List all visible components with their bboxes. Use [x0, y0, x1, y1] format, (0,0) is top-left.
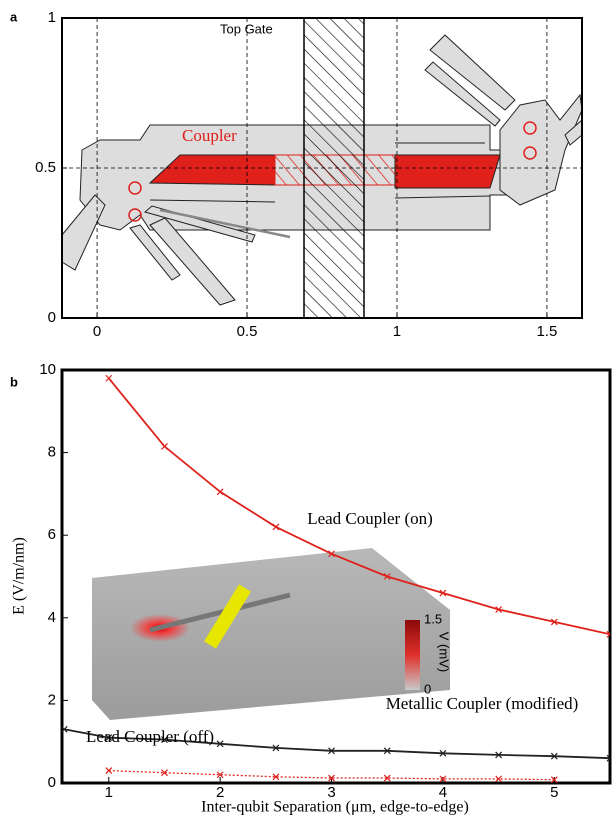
data-point — [62, 725, 68, 733]
annotation: Coupler — [182, 126, 237, 145]
right-pad — [499, 93, 583, 206]
series-line — [108, 377, 610, 636]
series-label: Lead Coupler (off) — [86, 727, 214, 746]
axes-frame — [60, 368, 612, 785]
lead — [149, 217, 236, 306]
trace — [159, 208, 291, 239]
series-label: Lead Coupler (on) — [307, 509, 433, 528]
data-point — [216, 740, 224, 748]
marker-circle — [523, 146, 537, 160]
data-point — [216, 771, 224, 779]
data-point — [439, 589, 447, 597]
y-tick-label: 2 — [48, 691, 56, 708]
data-point — [105, 767, 113, 775]
x-tick-label: 3 — [327, 784, 335, 801]
plot-area — [62, 374, 610, 783]
panel-label: a — [10, 9, 18, 24]
y-tick-label: 0.5 — [35, 159, 56, 176]
data-point — [550, 618, 558, 626]
y-tick-label: 0 — [48, 309, 56, 326]
data-point — [328, 550, 335, 558]
inset-render — [92, 548, 450, 720]
data-point — [216, 488, 224, 496]
data-point — [439, 775, 447, 783]
x-axis-label: Inter-qubit Separation (μm, edge-to-edge… — [201, 799, 469, 816]
data-point — [495, 606, 503, 613]
data-point — [383, 573, 391, 580]
lead — [129, 224, 181, 281]
colorbar-tick-label: 0 — [424, 681, 431, 696]
trace — [149, 199, 276, 203]
x-tick-label: 1 — [393, 323, 401, 340]
data-point — [606, 754, 610, 762]
data-point — [272, 744, 280, 752]
data-point — [161, 769, 168, 777]
data-point — [383, 747, 391, 755]
x-tick-label: 0.5 — [237, 323, 258, 340]
coupler-right — [394, 154, 501, 189]
marker-circle — [128, 181, 142, 195]
data-point — [606, 630, 610, 638]
top-gate-bar — [204, 584, 251, 649]
lead — [143, 205, 256, 243]
top-gate — [303, 17, 365, 319]
series-label: Metallic Coupler (modified) — [386, 694, 579, 713]
annotation: Top Gate — [220, 21, 273, 36]
data-point — [328, 747, 335, 755]
colorbar — [405, 620, 420, 690]
y-axis-label: E (V/m/nm) — [11, 537, 28, 615]
data-point — [383, 774, 391, 782]
data-point — [550, 752, 558, 760]
coupler-bar — [149, 592, 291, 633]
x-tick-label: 4 — [439, 784, 447, 801]
lead — [424, 61, 501, 127]
y-tick-label: 8 — [48, 444, 56, 461]
x-tick-label: 5 — [550, 784, 558, 801]
data-point — [161, 736, 168, 744]
lead — [429, 34, 516, 111]
device-drawing — [61, 17, 583, 319]
x-tick-label: 1 — [105, 784, 113, 801]
data-point — [550, 776, 558, 783]
colorbar-tick-label: 1.5 — [424, 611, 442, 626]
data-point — [105, 374, 113, 382]
y-tick-label: 1 — [48, 9, 56, 26]
y-tick-label: 4 — [48, 609, 56, 626]
y-tick-label: 0 — [48, 774, 56, 791]
panel-label: b — [10, 374, 18, 389]
data-point — [495, 751, 503, 759]
data-point — [272, 523, 280, 531]
lead — [61, 194, 106, 271]
data-point — [105, 734, 113, 741]
marker-circle — [523, 121, 537, 135]
data-point — [495, 775, 503, 783]
data-point — [161, 442, 168, 450]
marker-circle — [128, 208, 142, 222]
x-tick-label: 2 — [216, 784, 224, 801]
trace — [394, 195, 491, 199]
data-point — [272, 773, 280, 781]
data-point — [439, 749, 447, 757]
y-tick-label: 6 — [48, 526, 56, 543]
data-point — [328, 774, 335, 782]
x-tick-label: 1.5 — [536, 323, 557, 340]
x-tick-label: 0 — [93, 323, 101, 340]
substrate — [92, 548, 450, 720]
y-tick-label: 10 — [39, 361, 56, 378]
colorbar-label: V (mV) — [437, 632, 452, 672]
